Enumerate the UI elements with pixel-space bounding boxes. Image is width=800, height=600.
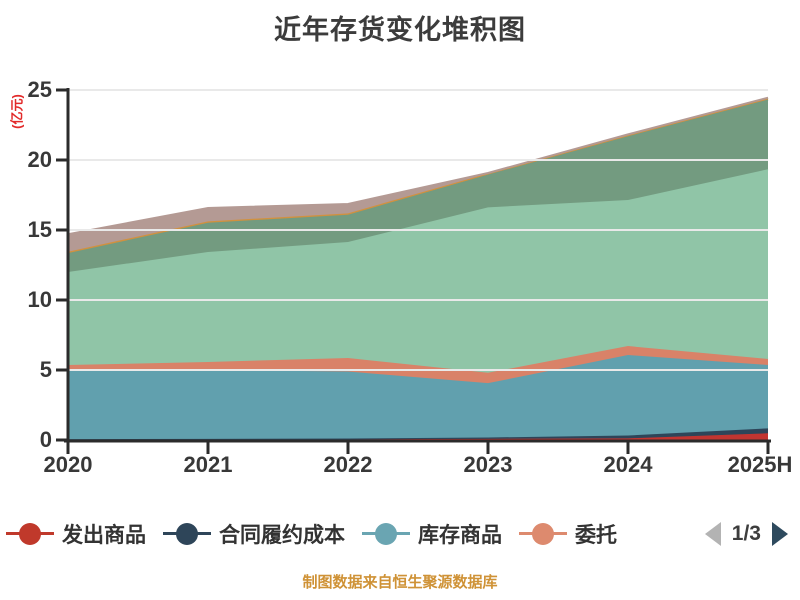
legend-item-label: 合同履约成本 <box>219 524 345 547</box>
area-series-5 <box>68 99 768 273</box>
legend-marker-dot <box>532 523 554 545</box>
area-series-4 <box>68 169 768 373</box>
legend-marker-icon <box>362 522 410 546</box>
legend-prev-arrow-icon[interactable] <box>704 522 721 546</box>
chart-title: 近年存货变化堆积图 <box>274 15 526 45</box>
legend-item-label: 委托 <box>575 524 617 547</box>
legend: 发出商品 合同履约成本 库存商品 委托 1/3 <box>0 514 800 554</box>
y-tick-label-5: 5 <box>39 357 52 382</box>
legend-marker-dot <box>19 523 41 545</box>
area-series-7 <box>68 97 768 252</box>
legend-item-2[interactable]: 库存商品 <box>362 519 502 549</box>
legend-marker-dot <box>375 523 397 545</box>
y-tick-label-0: 0 <box>39 427 52 452</box>
legend-item-3[interactable]: 委托 <box>519 519 617 549</box>
y-tick-label-25: 25 <box>27 77 52 102</box>
stacked-area-plot <box>56 88 771 454</box>
area-series-6 <box>68 98 768 254</box>
x-tick-label-2023: 2023 <box>463 452 513 477</box>
legend-item-1[interactable]: 合同履约成本 <box>163 519 345 549</box>
legend-item-label: 库存商品 <box>418 524 502 547</box>
x-tick-label-2022: 2022 <box>323 452 373 477</box>
x-tick-label-2021: 2021 <box>183 452 233 477</box>
x-tick-label-2020: 2020 <box>43 452 93 477</box>
legend-marker-icon <box>519 522 567 546</box>
legend-marker-dot <box>176 523 198 545</box>
legend-pager: 1/3 <box>704 522 788 546</box>
legend-marker-icon <box>163 522 211 546</box>
y-tick-label-20: 20 <box>27 147 52 172</box>
y-tick-label-10: 10 <box>27 287 52 312</box>
legend-items: 发出商品 合同履约成本 库存商品 委托 <box>6 519 617 549</box>
area-series-0 <box>68 433 768 440</box>
y-tick-label-15: 15 <box>27 217 52 242</box>
area-series-3 <box>68 346 768 384</box>
x-tick-label-2024: 2024 <box>603 452 653 477</box>
area-series-2 <box>68 355 768 440</box>
data-source-caption: 制图数据来自恒生聚源数据库 <box>302 574 498 591</box>
legend-item-label: 发出商品 <box>62 524 146 547</box>
legend-page-indicator: 1/3 <box>731 522 761 545</box>
legend-marker-icon <box>6 522 54 546</box>
legend-item-0[interactable]: 发出商品 <box>6 519 146 549</box>
area-series-7-topline <box>67 96 769 236</box>
x-tick-label-2025H: 2025H <box>727 452 793 477</box>
legend-next-arrow-icon[interactable] <box>772 522 788 546</box>
